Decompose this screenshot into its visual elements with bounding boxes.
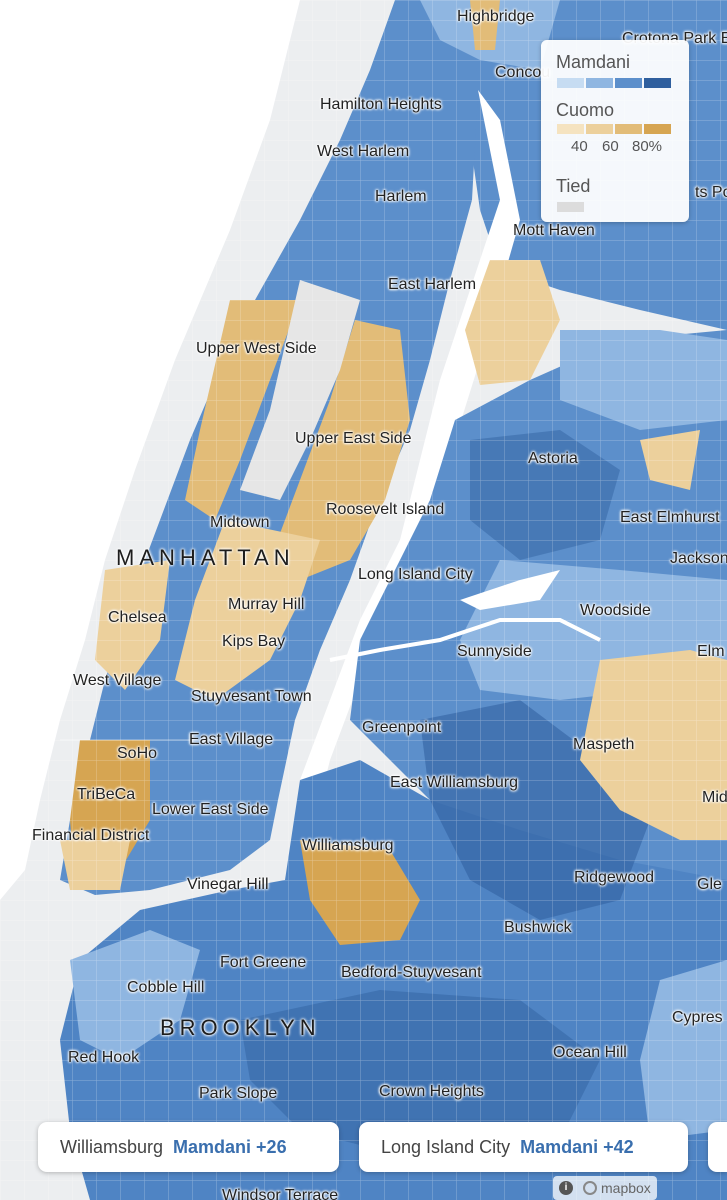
long-island-city-inlet [460, 570, 560, 610]
result-card-margin: Mamdani +26 [173, 1136, 287, 1157]
label-west-harlem: West Harlem [317, 143, 410, 160]
label-jackson-heights: Jackson [670, 550, 727, 567]
borough-label-brooklyn: BROOKLYN [160, 1015, 321, 1040]
label-financial-district: Financial District [32, 827, 150, 844]
label-roosevelt-island: Roosevelt Island [326, 501, 445, 518]
label-midtown: Midtown [210, 514, 270, 531]
legend-mamdani-label: Mamdani [556, 52, 631, 72]
legend-tick-80: 80% [632, 138, 663, 155]
legend-cuomo-swatch-4 [644, 124, 671, 134]
label-mott-haven: Mott Haven [513, 222, 595, 239]
legend-mamdani-scale [557, 78, 671, 88]
result-card-williamsburg[interactable]: Williamsburg Mamdani +26 [38, 1122, 339, 1172]
label-harlem: Harlem [375, 188, 427, 205]
map-legend: Mamdani Cuomo 40 60 80% Tied [541, 40, 689, 222]
label-vinegar-hill: Vinegar Hill [187, 876, 269, 893]
label-cypress-hills: Cypres [672, 1009, 723, 1026]
result-card-margin: Mamdani +42 [520, 1136, 634, 1157]
label-upper-west-side: Upper West Side [196, 340, 317, 357]
label-astoria: Astoria [528, 450, 578, 467]
legend-cuomo-scale [557, 124, 671, 134]
label-bushwick: Bushwick [504, 919, 572, 936]
legend-mamdani-swatch-2 [586, 78, 613, 88]
label-greenpoint: Greenpoint [362, 719, 442, 736]
label-lower-east-side: Lower East Side [152, 801, 269, 818]
label-fort-greene: Fort Greene [220, 954, 307, 971]
legend-cuomo-label: Cuomo [556, 100, 615, 120]
label-bedford-stuyvesant: Bedford-Stuyvesant [341, 964, 482, 981]
newtown-creek [329, 618, 601, 662]
label-east-williamsburg: East Williamsburg [390, 774, 519, 791]
label-williamsburg: Williamsburg [302, 837, 394, 854]
label-park-slope: Park Slope [199, 1085, 278, 1102]
mapbox-wordmark: mapbox [601, 1180, 651, 1196]
label-west-village: West Village [73, 672, 162, 689]
label-woodside: Woodside [580, 602, 651, 619]
label-crown-heights: Crown Heights [379, 1083, 484, 1100]
label-tribeca: TriBeCa [77, 786, 136, 803]
label-red-hook: Red Hook [68, 1049, 140, 1066]
label-windsor-terrace: Windsor Terrace [222, 1187, 339, 1200]
result-card-place: Williamsburg [60, 1136, 164, 1157]
info-icon[interactable]: i [559, 1181, 573, 1195]
label-concourse: Concou [495, 64, 551, 81]
label-east-harlem: East Harlem [388, 276, 477, 293]
label-murray-hill: Murray Hill [228, 596, 305, 613]
legend-tied-swatch [557, 202, 584, 212]
label-kips-bay: Kips Bay [222, 633, 286, 650]
map-attribution: i mapbox [553, 1176, 657, 1200]
label-stuyvesant-town: Stuyvesant Town [191, 688, 312, 705]
label-ridgewood: Ridgewood [574, 869, 655, 886]
legend-tick-60: 60 [602, 138, 619, 155]
label-chelsea: Chelsea [108, 609, 167, 626]
legend-mamdani-swatch-1 [557, 78, 584, 88]
legend-mamdani-swatch-3 [615, 78, 642, 88]
legend-cuomo-swatch-2 [586, 124, 613, 134]
legend-tick-40: 40 [571, 138, 588, 155]
label-hunts-point: ts Po [695, 184, 727, 201]
label-cobble-hill: Cobble Hill [127, 979, 205, 996]
label-east-elmhurst: East Elmhurst [620, 509, 720, 526]
result-card-place: Long Island City [381, 1136, 511, 1157]
legend-cuomo-swatch-3 [615, 124, 642, 134]
borough-label-manhattan: MANHATTAN [116, 545, 295, 570]
legend-tied-scale [557, 202, 584, 212]
label-ocean-hill: Ocean Hill [553, 1044, 627, 1061]
result-card-partial[interactable] [708, 1122, 727, 1172]
label-maspeth: Maspeth [573, 736, 635, 753]
label-sunnyside: Sunnyside [457, 643, 532, 660]
label-long-island-city: Long Island City [358, 566, 473, 583]
label-hamilton-heights: Hamilton Heights [320, 96, 442, 113]
label-elmhurst: Elm [697, 643, 725, 660]
legend-tied-label: Tied [556, 176, 591, 196]
legend-mamdani-swatch-4 [644, 78, 671, 88]
mapbox-logo-icon [583, 1181, 597, 1195]
label-upper-east-side: Upper East Side [295, 430, 412, 447]
label-middle-village: Mid [702, 789, 727, 806]
label-highbridge: Highbridge [457, 8, 535, 25]
label-soho: SoHo [117, 745, 158, 762]
label-glendale: Gle [697, 876, 722, 893]
result-card-long-island-city[interactable]: Long Island City Mamdani +42 [359, 1122, 688, 1172]
legend-cuomo-swatch-1 [557, 124, 584, 134]
label-east-village: East Village [189, 731, 274, 748]
